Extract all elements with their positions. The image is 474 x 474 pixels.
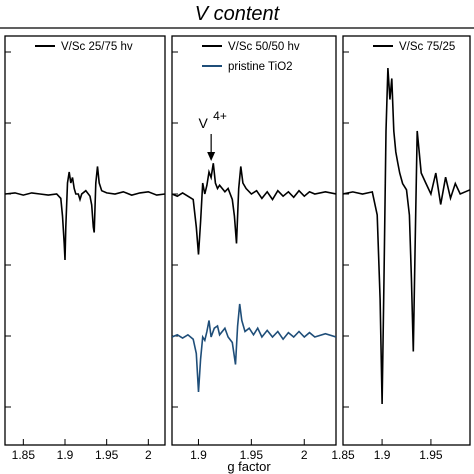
panel-1: 1.85 1.9 1.95 2 V/Sc 25/75 hv — [4, 35, 166, 462]
panel-1-xtick-label-1: 1.9 — [57, 448, 74, 462]
panel-2-frame — [171, 35, 337, 446]
v4-annotation-label: V — [198, 115, 208, 131]
panel-3-frame — [342, 35, 471, 446]
panel-1-legend-label-1: V/Sc 25/75 hv — [61, 41, 133, 53]
panel-2-legend-label-1: V/Sc 50/50 hv — [228, 41, 300, 53]
panel-3-legend-label-1: V/Sc 75/25 — [399, 41, 455, 53]
panel-1-xtick-label-0: 1.85 — [12, 448, 36, 462]
panel-2-series-2-line — [172, 303, 336, 393]
panel-2-legend-label-2: pristine TiO2 — [228, 61, 293, 73]
panel-2: 1.9 1.95 2 V/Sc 50/50 hv pristine TiO2 V 4+ — [171, 35, 337, 462]
panel-3: 1.85 1.9 1.95 V/Sc 75/25 — [331, 35, 471, 462]
panel-2-xtick-label-2: 2 — [301, 448, 308, 462]
panels-group: 1.85 1.9 1.95 2 V/Sc 25/75 hv 1.9 1.95 2 V/Sc 50… — [4, 35, 471, 462]
panel-1-frame — [4, 35, 166, 446]
panel-1-series-1-line — [5, 166, 165, 261]
panel-3-xtick-label-0: 1.85 — [331, 448, 355, 462]
panel-1-xtick-label-2: 1.95 — [95, 448, 119, 462]
v4-annotation-arrow-head — [207, 152, 216, 161]
chart-title: V content — [195, 3, 281, 25]
panel-2-xtick-label-0: 1.9 — [190, 448, 207, 462]
panel-3-series-1-line — [343, 67, 470, 405]
panel-3-xtick-label-1: 1.9 — [374, 448, 391, 462]
panel-2-xtick-label-1: 1.95 — [240, 448, 264, 462]
panel-1-xtick-label-3: 2 — [145, 448, 152, 462]
v4-annotation-superscript: 4+ — [213, 109, 227, 123]
panel-2-series-1-line — [172, 163, 336, 255]
panel-3-xtick-label-2: 1.95 — [419, 448, 443, 462]
x-axis-label: g factor — [227, 459, 271, 474]
